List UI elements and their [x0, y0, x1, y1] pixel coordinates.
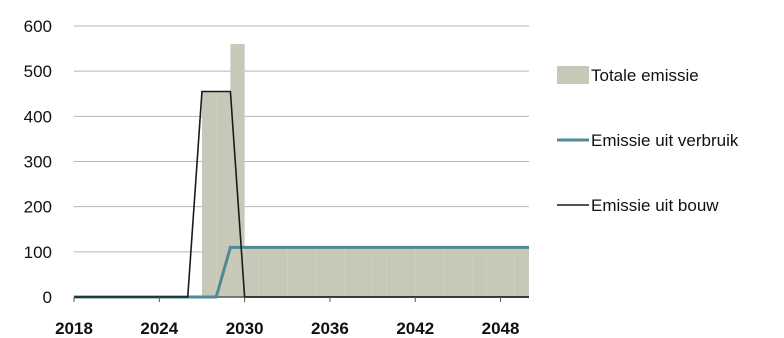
bar-2027 [201, 91, 217, 297]
series-lines [74, 90, 529, 299]
bar-2048 [500, 247, 515, 297]
bar-2039 [372, 247, 387, 297]
x-tick-label-2030: 2030 [226, 319, 264, 338]
x-tick-label-2024: 2024 [140, 319, 178, 338]
bar-2030 [244, 247, 259, 297]
bar-2038 [358, 247, 373, 297]
bar-2049 [514, 247, 529, 297]
x-tick-label-2048: 2048 [482, 319, 520, 338]
line-emissie-uit-bouw [74, 90, 529, 298]
y-tick-label-500: 500 [24, 62, 52, 81]
bar-2047 [486, 247, 501, 297]
legend-swatch-totale-emissie [557, 66, 589, 84]
bar-2036 [329, 247, 345, 297]
bar-2044 [443, 247, 458, 297]
x-tick-label-2018: 2018 [55, 319, 93, 338]
bar-2037 [344, 247, 359, 297]
legend-label-totale-emissie: Totale emissie [591, 66, 699, 85]
x-axis-ticks: 2018 2024 2030 2036 2042 2048 [55, 297, 519, 338]
y-tick-label-400: 400 [24, 107, 52, 126]
bar-2033 [287, 247, 302, 297]
legend-item-emissie-uit-bouw: Emissie uit bouw [557, 196, 719, 215]
bar-2045 [457, 247, 473, 297]
bar-2029 [230, 44, 245, 297]
y-tick-label-600: 600 [24, 17, 52, 36]
bar-2034 [301, 247, 316, 297]
legend-item-emissie-uit-verbruik: Emissie uit verbruik [557, 131, 739, 150]
bars-totale-emissie [201, 44, 529, 297]
legend: Totale emissie Emissie uit verbruik Emis… [557, 66, 739, 215]
x-tick-label-2042: 2042 [396, 319, 434, 338]
bar-2028 [216, 91, 231, 297]
y-tick-label-100: 100 [24, 243, 52, 262]
y-tick-label-200: 200 [24, 198, 52, 217]
legend-label-emissie-uit-bouw: Emissie uit bouw [591, 196, 719, 215]
legend-label-emissie-uit-verbruik: Emissie uit verbruik [591, 131, 739, 150]
y-tick-label-0: 0 [43, 288, 52, 307]
bar-2031 [258, 247, 274, 297]
gridlines [74, 25, 529, 253]
bar-2035 [315, 247, 330, 297]
bar-2032 [273, 247, 288, 297]
bar-2046 [472, 247, 487, 297]
bar-2043 [429, 247, 444, 297]
x-tick-label-2036: 2036 [311, 319, 349, 338]
bar-2040 [386, 247, 402, 297]
y-tick-label-300: 300 [24, 153, 52, 172]
bar-2042 [415, 247, 430, 297]
bar-2041 [401, 247, 416, 297]
legend-item-totale-emissie: Totale emissie [557, 66, 699, 85]
y-axis-ticks: 0 100 200 300 400 500 600 [24, 17, 52, 307]
